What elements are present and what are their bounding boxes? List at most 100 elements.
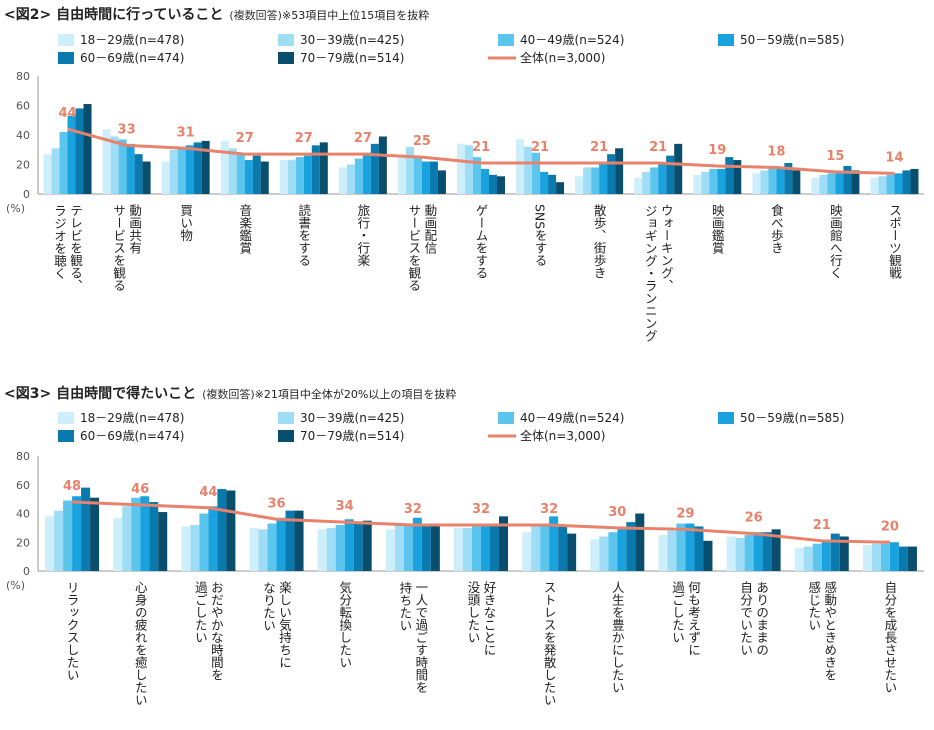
bar xyxy=(725,157,734,194)
legend-swatch xyxy=(278,34,294,46)
bar xyxy=(113,517,123,571)
bar xyxy=(599,536,609,571)
category-label-line: 散歩、街歩き xyxy=(592,203,607,279)
category-label: 旅行・行楽 xyxy=(355,204,370,267)
category-label: 動画配信サービスを観る xyxy=(406,204,437,292)
bar xyxy=(693,174,702,194)
y-tick-label: 0 xyxy=(23,188,30,201)
bar xyxy=(63,500,73,571)
legend-label: 30－39歳(n=425) xyxy=(300,33,404,47)
legend-label: 60－69歳(n=474) xyxy=(80,429,184,443)
category-label-line: 心身の疲れを癒したい xyxy=(133,581,148,706)
bar xyxy=(658,535,668,571)
legend-label: 70－79歳(n=514) xyxy=(300,51,404,65)
bar xyxy=(260,161,269,194)
bar xyxy=(397,157,406,194)
bar xyxy=(102,129,111,194)
bar xyxy=(615,148,624,194)
bar xyxy=(635,513,645,571)
bar xyxy=(830,533,840,571)
legend-swatch xyxy=(58,430,74,442)
bar xyxy=(169,149,178,194)
legend-label: 70－79歳(n=514) xyxy=(300,429,404,443)
category-label-line: なりたい xyxy=(261,581,276,631)
bar xyxy=(110,136,119,194)
category-label: 読書をする xyxy=(296,203,311,267)
overall-value-label: 21 xyxy=(649,140,667,155)
category-label-line: 自分を成長させたい xyxy=(882,581,897,694)
bar xyxy=(354,158,363,194)
bar xyxy=(193,142,202,194)
category-label-line: リラックスしたい xyxy=(65,581,80,681)
category-label: 人生を豊かにしたい xyxy=(610,581,625,694)
overall-value-label: 32 xyxy=(472,502,490,517)
y-tick-label: 80 xyxy=(16,70,30,83)
bar xyxy=(287,160,296,194)
bar xyxy=(522,532,532,571)
bar xyxy=(294,510,304,571)
bar xyxy=(220,140,229,194)
legend-swatch xyxy=(718,34,734,46)
bar xyxy=(666,155,675,194)
category-label: 買い物 xyxy=(178,204,193,242)
bar xyxy=(880,543,890,571)
y-tick-label: 60 xyxy=(16,479,30,492)
legend-swatch xyxy=(498,412,514,424)
bar xyxy=(317,529,327,571)
category-label: スポーツ観戦 xyxy=(887,204,902,280)
bar xyxy=(429,161,438,194)
bar xyxy=(812,543,822,571)
category-label-line: ウォーキング、 xyxy=(659,204,674,292)
bar xyxy=(889,542,899,571)
bar xyxy=(344,519,354,571)
bar xyxy=(709,168,718,194)
bar xyxy=(258,529,268,571)
category-label-line: 過ごしたい xyxy=(193,581,208,644)
bar xyxy=(244,160,253,194)
bar xyxy=(403,523,413,571)
overall-value-label: 27 xyxy=(295,131,313,146)
y-tick-label: 40 xyxy=(16,508,30,521)
bar xyxy=(267,523,277,571)
category-label-line: 過ごしたい xyxy=(670,581,685,644)
bar xyxy=(898,546,908,571)
bar xyxy=(181,526,191,571)
legend-label: 全体(n=3,000) xyxy=(520,50,605,65)
bar xyxy=(590,539,600,571)
overall-value-label: 21 xyxy=(590,140,608,155)
bar xyxy=(303,155,312,194)
bar xyxy=(674,143,683,194)
bar xyxy=(760,170,769,194)
bar xyxy=(362,520,372,571)
category-label: ストレスを発散したい xyxy=(542,581,557,706)
bar xyxy=(161,161,170,194)
category-label-line: 楽しい気持ちに xyxy=(277,580,292,669)
legend-swatch xyxy=(58,52,74,64)
overall-value-label: 15 xyxy=(826,149,844,164)
bar xyxy=(319,142,328,194)
bar xyxy=(201,140,210,194)
bar xyxy=(753,532,763,571)
category-label: ゲームをする xyxy=(474,204,489,279)
overall-value-label: 27 xyxy=(236,131,254,146)
bar xyxy=(118,139,127,194)
bar xyxy=(405,146,414,194)
bar xyxy=(338,167,347,194)
bar xyxy=(499,516,508,571)
category-label-line: テレビを観る、 xyxy=(68,204,83,292)
bar xyxy=(726,536,736,571)
bar xyxy=(531,525,541,571)
overall-value-label: 32 xyxy=(540,502,558,517)
bar xyxy=(870,177,879,194)
bar xyxy=(556,182,565,194)
bar xyxy=(481,168,489,194)
category-label-line: 感動やときめきを xyxy=(822,580,837,681)
bar xyxy=(583,167,592,194)
y-axis-label: (%) xyxy=(6,202,25,215)
category-label: 好きなことに没頭したい xyxy=(466,580,497,656)
bar xyxy=(516,139,525,194)
category-label-line: 人生を豊かにしたい xyxy=(610,581,625,694)
bar xyxy=(794,548,804,571)
bar xyxy=(608,532,618,571)
bar xyxy=(45,516,55,571)
